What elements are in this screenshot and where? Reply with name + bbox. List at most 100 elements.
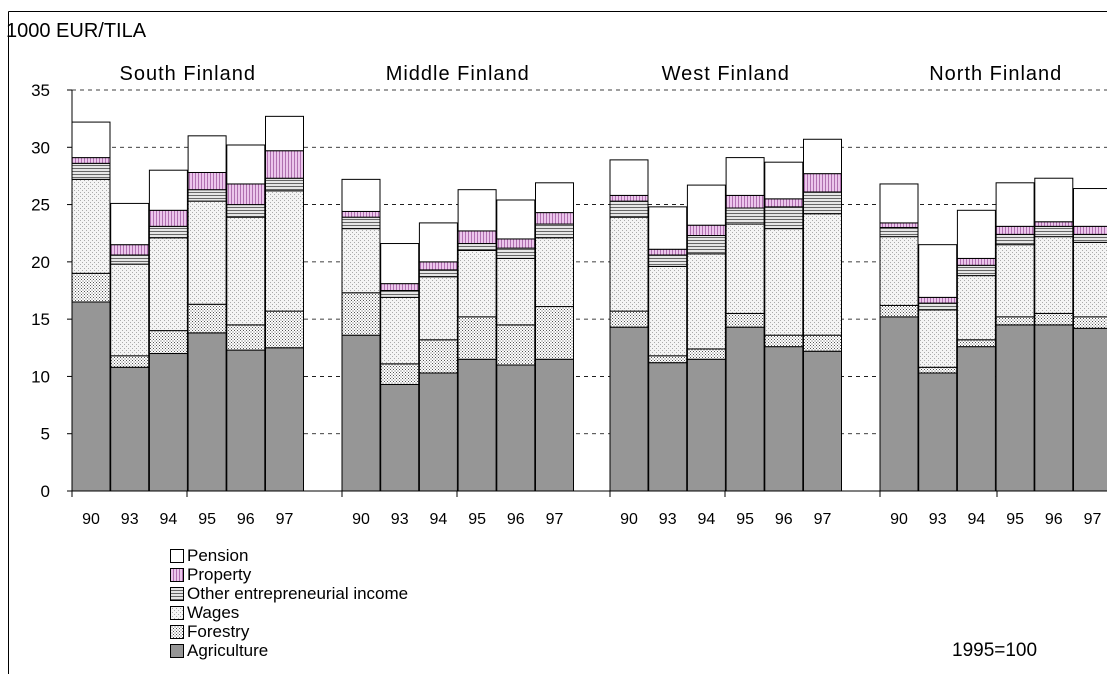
bar-south-finland-93-agriculture — [110, 366, 150, 492]
bar-north-finland-94-agriculture — [956, 346, 996, 492]
bar-west-finland-94-forestry — [686, 348, 726, 360]
bar-north-finland-96-wages — [1034, 236, 1074, 314]
bar-middle-finland-96-pension — [496, 199, 536, 240]
bar-north-finland-97-property — [1073, 225, 1107, 235]
bar-west-finland-93-forestry — [648, 355, 688, 364]
bar-north-finland-93-wages — [918, 309, 958, 368]
labels: 0 5 10 15 20 25 30 35 South Finland 90 93 94 95 96 97 M… — [31, 63, 1101, 528]
bar-west-finland-96-other-entrepreneurial-income — [764, 206, 804, 230]
bar-north-finland-95-wages — [995, 244, 1035, 318]
bar-middle-finland-93-property — [380, 283, 420, 291]
bar-south-finland-96-property — [226, 183, 266, 206]
bar-middle-finland-94-pension — [418, 222, 458, 263]
bar-south-finland-90-agriculture — [71, 301, 111, 492]
bar-middle-finland-97-wages — [535, 237, 574, 308]
bar-middle-finland-93-agriculture — [380, 383, 420, 492]
bar-middle-finland-95-agriculture — [457, 358, 497, 492]
bar-west-finland-95-forestry — [725, 312, 765, 328]
bar-north-finland-90-agriculture — [879, 316, 919, 492]
bar-middle-finland-97-agriculture — [535, 358, 574, 492]
y-tick-label-25: 25 — [31, 196, 50, 215]
x-tick-label-south-finland-96: 96 — [237, 511, 255, 528]
bar-middle-finland-94-agriculture — [418, 372, 458, 492]
bar-south-finland-94-property — [148, 209, 188, 227]
bar-south-finland-97-pension — [265, 115, 304, 152]
legend-label-forestry: Forestry — [187, 622, 250, 641]
bar-south-finland-90-other-entrepreneurial-income — [71, 162, 111, 180]
bar-north-finland-97-wages — [1073, 241, 1107, 318]
bar-west-finland-96-agriculture — [764, 346, 804, 492]
bar-north-finland-95-forestry — [995, 316, 1035, 326]
bar-west-finland-96-wages — [764, 228, 804, 336]
bar-west-finland-94-agriculture — [686, 358, 726, 492]
y-tick-label-0: 0 — [41, 482, 50, 501]
bar-north-finland-95-pension — [995, 182, 1035, 227]
bar-south-finland-96-agriculture — [226, 349, 266, 492]
bar-north-finland-96-pension — [1034, 177, 1074, 223]
bar-middle-finland-94-forestry — [418, 339, 458, 374]
bar-south-finland-94-wages — [148, 237, 188, 332]
bar-south-finland-93-property — [110, 244, 150, 256]
x-tick-label-south-finland-90: 90 — [82, 511, 100, 528]
bar-north-finland-93-property — [918, 296, 958, 304]
x-tick-label-middle-finland-94: 94 — [430, 511, 448, 528]
x-tick-label-north-finland-93: 93 — [929, 511, 947, 528]
bar-south-finland-90-wages — [71, 178, 111, 274]
bar-south-finland-93-wages — [110, 263, 150, 357]
legend: Pension Property Other entrepreneurial i… — [170, 546, 408, 660]
legend-item-pension: Pension — [170, 546, 408, 565]
x-tick-label-north-finland-97: 97 — [1084, 511, 1102, 528]
x-tick-label-north-finland-90: 90 — [890, 511, 908, 528]
x-tick-label-west-finland-96: 96 — [775, 511, 793, 528]
bar-west-finland-94-pension — [686, 184, 726, 226]
bar-middle-finland-97-other-entrepreneurial-income — [535, 223, 574, 239]
bar-north-finland-96-agriculture — [1034, 324, 1074, 492]
bar-north-finland-95-other-entrepreneurial-income — [995, 233, 1035, 246]
x-tick-label-middle-finland-95: 95 — [468, 511, 486, 528]
bar-south-finland-96-forestry — [226, 324, 266, 351]
bar-north-finland-97-forestry — [1073, 316, 1107, 329]
bar-north-finland-94-pension — [956, 209, 996, 259]
bar-west-finland-97-property — [803, 173, 842, 193]
bar-middle-finland-90-wages — [341, 228, 381, 294]
bar-middle-finland-95-wages — [457, 249, 497, 318]
bar-middle-finland-96-property — [496, 238, 536, 249]
x-tick-label-west-finland-93: 93 — [659, 511, 677, 528]
bar-middle-finland-95-pension — [457, 189, 497, 232]
legend-label-agriculture: Agriculture — [187, 641, 269, 660]
bar-north-finland-94-forestry — [956, 339, 996, 348]
legend-label-property: Property — [187, 565, 252, 584]
x-tick-label-middle-finland-96: 96 — [507, 511, 525, 528]
y-tick-label-30: 30 — [31, 138, 50, 157]
bar-south-finland-97-property — [265, 150, 304, 179]
legend-item-agriculture: Agriculture — [170, 641, 408, 660]
bar-middle-finland-90-agriculture — [341, 334, 381, 492]
x-tick-label-south-finland-95: 95 — [198, 511, 216, 528]
bar-west-finland-90-agriculture — [609, 326, 649, 492]
bar-north-finland-94-other-entrepreneurial-income — [956, 264, 996, 277]
bar-middle-finland-90-property — [341, 210, 381, 218]
x-tick-label-west-finland-94: 94 — [698, 511, 716, 528]
bar-west-finland-96-property — [764, 198, 804, 208]
bar-south-finland-96-wages — [226, 216, 266, 326]
bar-south-finland-97-agriculture — [265, 347, 304, 492]
bar-west-finland-97-wages — [803, 213, 842, 336]
y-axis-title: 1000 EUR/TILA — [6, 20, 147, 42]
bar-south-finland-90-forestry — [71, 272, 111, 303]
bar-west-finland-97-other-entrepreneurial-income — [803, 191, 842, 215]
bar-west-finland-94-other-entrepreneurial-income — [686, 235, 726, 255]
bar-north-finland-93-other-entrepreneurial-income — [918, 302, 958, 311]
bar-west-finland-93-wages — [648, 265, 688, 357]
x-tick-label-west-finland-90: 90 — [620, 511, 638, 528]
bar-north-finland-90-forestry — [879, 304, 919, 318]
bar-west-finland-96-forestry — [764, 334, 804, 348]
bar-north-finland-94-property — [956, 257, 996, 266]
bar-middle-finland-94-other-entrepreneurial-income — [418, 269, 458, 278]
bar-north-finland-97-pension — [1073, 188, 1107, 227]
bar-north-finland-90-wages — [879, 236, 919, 306]
bar-north-finland-97-agriculture — [1073, 327, 1107, 492]
bar-middle-finland-93-forestry — [380, 363, 420, 385]
bar-middle-finland-93-other-entrepreneurial-income — [380, 290, 420, 298]
bar-middle-finland-96-forestry — [496, 324, 536, 366]
